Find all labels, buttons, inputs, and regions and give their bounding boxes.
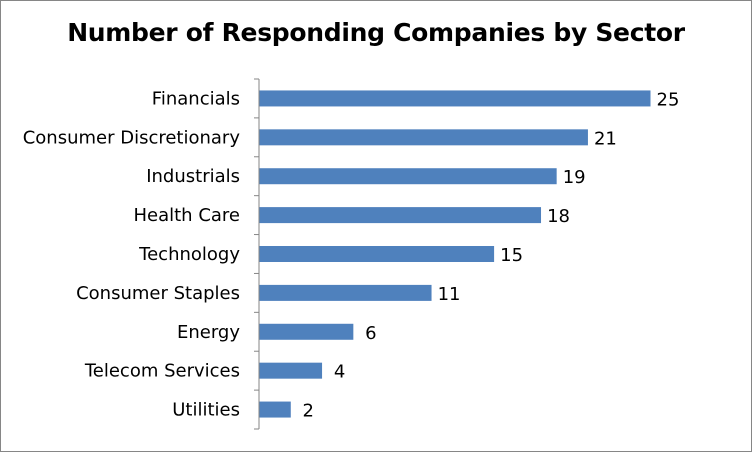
category-label: Consumer Discretionary (23, 127, 241, 148)
category-label: Utilities (172, 400, 240, 421)
data-label: 25 (657, 89, 680, 110)
labels: Financials 25 Consumer Discretionary 21 Indu… (23, 88, 680, 421)
category-label: Consumer Staples (76, 283, 240, 304)
bar-financials (259, 90, 651, 107)
data-label: 6 (365, 323, 376, 344)
bar-consumer-discretionary (259, 129, 588, 146)
data-label: 11 (438, 284, 461, 305)
bar-energy (259, 323, 354, 340)
bar-industrials (259, 168, 557, 185)
bar-utilities (259, 401, 291, 418)
category-axis (254, 78, 260, 430)
data-label: 21 (594, 128, 617, 149)
data-label: 4 (334, 362, 345, 383)
data-label: 18 (547, 206, 570, 227)
data-label: 15 (500, 245, 523, 266)
data-label: 19 (563, 167, 586, 188)
bar-consumer-staples (259, 284, 432, 301)
bar-health-care (259, 207, 542, 224)
category-label: Technology (138, 244, 240, 265)
bars (259, 90, 651, 418)
chart-title: Number of Responding Companies by Sector (67, 18, 685, 47)
category-label: Energy (177, 322, 240, 343)
bar-technology (259, 246, 495, 262)
category-label: Health Care (133, 205, 240, 226)
category-label: Industrials (146, 166, 240, 187)
bar-telecom-services (259, 362, 323, 379)
category-label: Telecom Services (84, 361, 240, 382)
category-label: Financials (152, 88, 240, 109)
data-label: 2 (303, 401, 314, 422)
